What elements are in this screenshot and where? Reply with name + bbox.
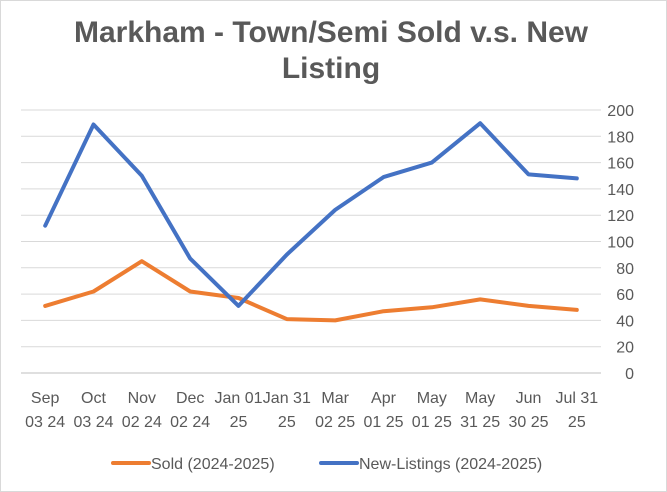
y-tick-label: 200 <box>607 103 634 120</box>
x-tick-label: Jul 31 25 <box>555 390 598 431</box>
x-tick-label: Jan 31 25 <box>263 390 311 431</box>
y-tick-label: 60 <box>616 287 634 304</box>
x-tick-label: Oct 03 24 <box>73 390 113 431</box>
y-tick-label: 180 <box>607 129 634 146</box>
x-tick-label: Mar 02 25 <box>315 390 355 431</box>
series-line-sold <box>43 259 579 323</box>
x-tick-label: Dec 02 24 <box>170 390 210 431</box>
x-tick-label: Nov 02 24 <box>122 390 162 431</box>
series-line-new-listings <box>43 121 579 308</box>
y-tick-label: 120 <box>607 208 634 225</box>
y-tick-label: 140 <box>607 182 634 199</box>
y-tick-label: 0 <box>625 366 634 383</box>
y-tick-label: 80 <box>616 261 634 278</box>
y-tick-label: 20 <box>616 340 634 357</box>
y-tick-label: 100 <box>607 235 634 252</box>
y-tick-label: 160 <box>607 156 634 173</box>
x-tick-label: May 01 25 <box>412 390 452 431</box>
x-tick-label: Jun 30 25 <box>508 390 548 431</box>
x-tick-label: Jan 01 25 <box>214 390 262 431</box>
x-tick-label: Apr 01 25 <box>363 390 403 431</box>
chart-title: Markham - Town/Semi Sold v.s. New Listin… <box>74 16 588 85</box>
x-tick-label: May 31 25 <box>460 390 500 431</box>
legend-label: Sold (2024-2025) <box>151 456 275 473</box>
legend-label: New-Listings (2024-2025) <box>359 456 542 473</box>
y-tick-label: 40 <box>616 313 634 330</box>
x-tick-label: Sep 03 24 <box>25 390 65 431</box>
